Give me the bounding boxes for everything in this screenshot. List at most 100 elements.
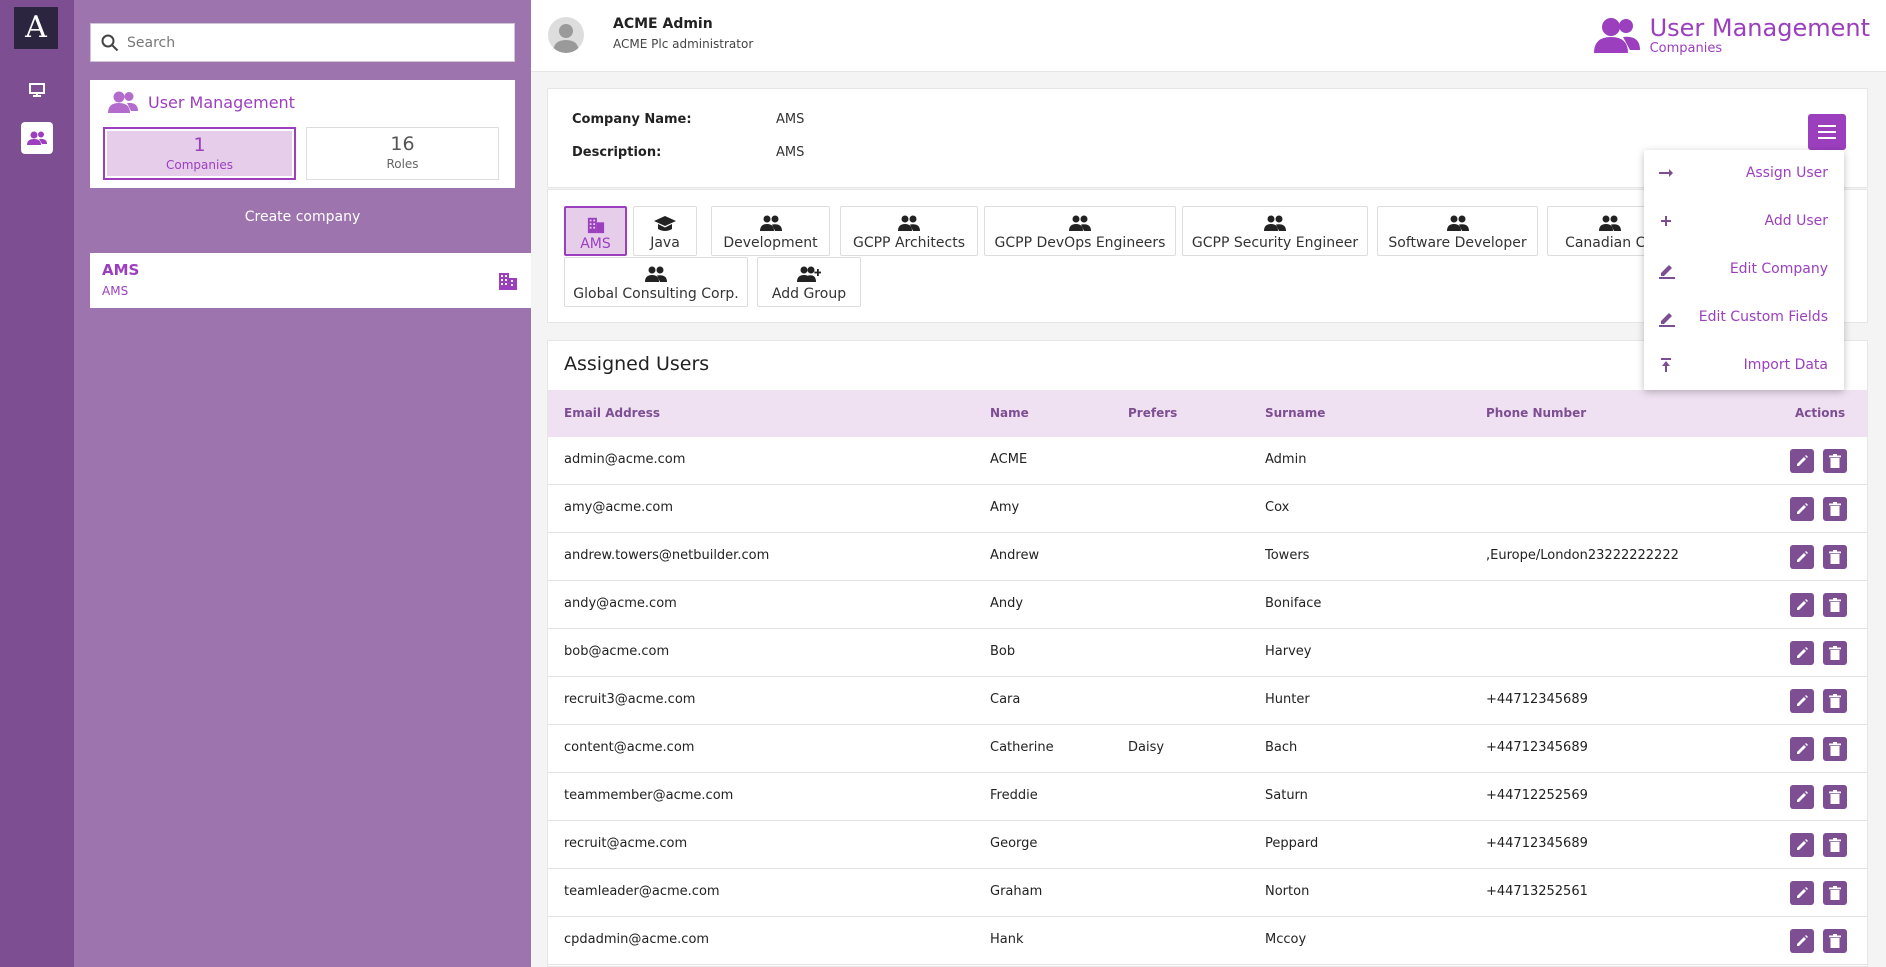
edit-user-button[interactable] — [1790, 785, 1814, 809]
actions-menu-button[interactable] — [1808, 114, 1846, 150]
edit-user-button[interactable] — [1790, 833, 1814, 857]
table-row[interactable]: amy@acme.com Amy Cox — [548, 485, 1867, 533]
column-header-surname[interactable]: Surname — [1265, 406, 1326, 420]
cell-surname: Admin — [1265, 452, 1307, 467]
user-management-heading: User Management — [108, 90, 295, 114]
create-company-button[interactable]: Create company — [244, 209, 361, 225]
group-tab-ams[interactable]: AMS — [564, 206, 627, 256]
delete-user-button[interactable] — [1823, 641, 1847, 665]
column-header-name[interactable]: Name — [990, 406, 1029, 420]
edit-user-button[interactable] — [1790, 881, 1814, 905]
company-name: AMS — [102, 261, 140, 279]
user-management-nav-button[interactable] — [21, 122, 53, 154]
menu-item-add-user[interactable]: Add User — [1644, 198, 1844, 246]
roles-stat-button[interactable]: 16 Roles — [306, 127, 499, 180]
hamburger-icon — [1818, 125, 1836, 139]
column-header-email[interactable]: Email Address — [564, 406, 661, 420]
group-tab-gcpp-architects[interactable]: GCPP Architects — [840, 206, 978, 256]
avatar[interactable] — [548, 17, 584, 53]
group-tab-gcpp-devops-engineers[interactable]: GCPP DevOps Engineers — [984, 206, 1176, 256]
table-row[interactable]: content@acme.com Catherine Daisy Bach +44712… — [548, 725, 1867, 773]
table-row[interactable]: teammember@acme.com Freddie Saturn +4471225… — [548, 773, 1867, 821]
table-row[interactable]: andy@acme.com Andy Boniface — [548, 581, 1867, 629]
table-row[interactable]: cpdadmin@acme.com Hank Mccoy — [548, 917, 1867, 965]
column-header-phone[interactable]: Phone Number — [1486, 406, 1587, 420]
cell-phone: ,Europe/London23222222222 — [1486, 548, 1679, 563]
cell-name: Hank — [990, 932, 1024, 947]
cell-surname: Harvey — [1265, 644, 1312, 659]
delete-user-button[interactable] — [1823, 785, 1847, 809]
table-row[interactable]: teamleader@acme.com Graham Norton +44713252… — [548, 869, 1867, 917]
cell-surname: Peppard — [1265, 836, 1319, 851]
app-title-block: User Management Companies — [1593, 14, 1870, 56]
graduation-cap-icon — [654, 216, 676, 231]
group-tab-gcpp-security-engineer[interactable]: GCPP Security Engineer — [1182, 206, 1368, 256]
group-tab-global-consulting-corp[interactable]: Global Consulting Corp. — [564, 257, 748, 307]
menu-item-assign-user[interactable]: Assign User — [1644, 150, 1844, 198]
edit-user-button[interactable] — [1790, 497, 1814, 521]
edit-user-button[interactable] — [1790, 929, 1814, 953]
people-icon — [759, 215, 782, 231]
cell-surname: Boniface — [1265, 596, 1322, 611]
building-icon — [499, 273, 517, 290]
building-icon — [587, 217, 604, 234]
edit-user-button[interactable] — [1790, 449, 1814, 473]
group-tab-development[interactable]: Development — [711, 206, 830, 256]
company-list-item[interactable]: AMS AMS — [90, 253, 531, 308]
trash-icon — [1829, 790, 1841, 804]
top-header: ACME Admin ACME Plc administrator User M… — [531, 0, 1886, 72]
presentation-nav-button[interactable] — [21, 74, 53, 106]
cell-phone: +44712252569 — [1486, 788, 1588, 803]
cell-name: Cara — [990, 692, 1021, 707]
delete-user-button[interactable] — [1823, 833, 1847, 857]
menu-item-edit-custom-fields[interactable]: Edit Custom Fields — [1644, 294, 1844, 342]
delete-user-button[interactable] — [1823, 929, 1847, 953]
menu-item-import-data[interactable]: Import Data — [1644, 342, 1844, 390]
delete-user-button[interactable] — [1823, 497, 1847, 521]
add-group-button[interactable]: Add Group — [757, 257, 861, 307]
actions-dropdown-menu: Assign User Add User Edit Company Edit C… — [1644, 150, 1844, 390]
pencil-icon — [1659, 265, 1675, 279]
group-tab-software-developer[interactable]: Software Developer — [1377, 206, 1538, 256]
companies-label: Companies — [166, 158, 233, 172]
search-input[interactable] — [127, 34, 497, 51]
table-row[interactable]: recruit@acme.com George Peppard +4471234568… — [548, 821, 1867, 869]
table-row[interactable]: bob@acme.com Bob Harvey — [548, 629, 1867, 677]
delete-user-button[interactable] — [1823, 881, 1847, 905]
menu-item-label: Add User — [1764, 213, 1828, 229]
menu-item-label: Edit Custom Fields — [1698, 309, 1828, 325]
delete-user-button[interactable] — [1823, 593, 1847, 617]
menu-item-edit-company[interactable]: Edit Company — [1644, 246, 1844, 294]
cell-name: Freddie — [990, 788, 1038, 803]
pencil-icon — [1797, 647, 1808, 658]
edit-user-button[interactable] — [1790, 545, 1814, 569]
table-row[interactable]: andrew.towers@netbuilder.com Andrew Towers… — [548, 533, 1867, 581]
app-logo[interactable]: A — [14, 7, 58, 49]
edit-user-button[interactable] — [1790, 689, 1814, 713]
delete-user-button[interactable] — [1823, 545, 1847, 569]
group-tab-java[interactable]: Java — [633, 206, 697, 256]
trash-icon — [1829, 742, 1841, 756]
edit-user-button[interactable] — [1790, 593, 1814, 617]
edit-user-button[interactable] — [1790, 641, 1814, 665]
pencil-icon — [1797, 887, 1808, 898]
column-header-prefers[interactable]: Prefers — [1128, 406, 1178, 420]
edit-user-button[interactable] — [1790, 737, 1814, 761]
table-row[interactable]: recruit3@acme.com Cara Hunter +44712345689 — [548, 677, 1867, 725]
pencil-icon — [1797, 839, 1808, 850]
pencil-icon — [1797, 791, 1808, 802]
delete-user-button[interactable] — [1823, 689, 1847, 713]
companies-stat-button[interactable]: 1 Companies — [103, 127, 296, 180]
delete-user-button[interactable] — [1823, 737, 1847, 761]
cell-prefers: Daisy — [1128, 740, 1165, 755]
pencil-icon — [1797, 599, 1808, 610]
users-icon — [1593, 18, 1640, 53]
cell-surname: Hunter — [1265, 692, 1310, 707]
delete-user-button[interactable] — [1823, 449, 1847, 473]
companies-count: 1 — [193, 134, 206, 156]
table-row[interactable]: admin@acme.com ACME Admin — [548, 437, 1867, 485]
people-icon — [645, 266, 667, 282]
cell-phone: +44712345689 — [1486, 740, 1588, 755]
pencil-icon — [1797, 455, 1808, 466]
people-icon — [1598, 215, 1621, 231]
